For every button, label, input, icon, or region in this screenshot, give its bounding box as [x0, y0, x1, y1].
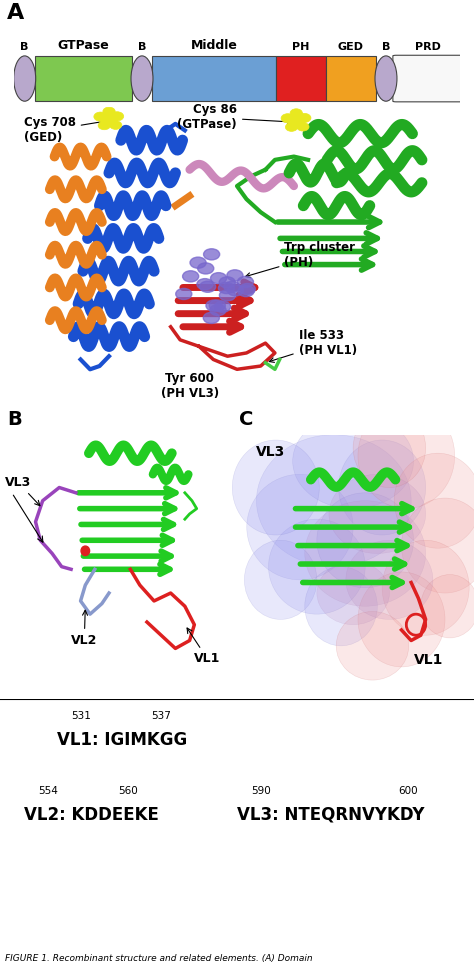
- Text: Ile 533
(PH VL1): Ile 533 (PH VL1): [269, 329, 357, 362]
- Circle shape: [288, 116, 305, 128]
- Circle shape: [94, 112, 107, 121]
- Text: PRD: PRD: [415, 42, 441, 52]
- Text: VL2: KDDEEKE: VL2: KDDEEKE: [24, 806, 159, 824]
- Circle shape: [200, 281, 216, 292]
- Circle shape: [206, 300, 222, 312]
- Ellipse shape: [245, 540, 317, 619]
- Circle shape: [176, 288, 192, 300]
- Ellipse shape: [382, 540, 469, 635]
- Ellipse shape: [358, 404, 455, 509]
- Text: B: B: [138, 42, 146, 52]
- Ellipse shape: [292, 413, 413, 509]
- Text: A: A: [7, 3, 24, 22]
- Circle shape: [209, 300, 225, 311]
- Circle shape: [81, 546, 90, 556]
- Circle shape: [227, 270, 243, 281]
- Ellipse shape: [401, 498, 474, 593]
- Circle shape: [109, 121, 122, 129]
- Circle shape: [219, 282, 235, 294]
- Text: Cys 86
(GTPase): Cys 86 (GTPase): [177, 104, 292, 131]
- Text: 560: 560: [118, 786, 138, 796]
- Circle shape: [285, 123, 298, 131]
- Text: 537: 537: [152, 711, 172, 721]
- Circle shape: [203, 249, 219, 260]
- Circle shape: [297, 122, 309, 131]
- Ellipse shape: [329, 475, 426, 553]
- Text: VL2: VL2: [71, 611, 98, 647]
- Circle shape: [219, 290, 236, 301]
- Circle shape: [197, 278, 213, 290]
- Ellipse shape: [358, 572, 445, 667]
- Ellipse shape: [317, 492, 413, 588]
- Circle shape: [219, 276, 235, 288]
- Text: Trp cluster
(PH): Trp cluster (PH): [246, 240, 356, 277]
- Circle shape: [281, 113, 294, 123]
- Ellipse shape: [14, 56, 36, 102]
- Ellipse shape: [305, 567, 377, 646]
- Ellipse shape: [394, 453, 474, 548]
- Text: Tyr 600
(PH VL3): Tyr 600 (PH VL3): [161, 371, 219, 400]
- Circle shape: [238, 285, 254, 297]
- Ellipse shape: [317, 562, 390, 624]
- Bar: [153, 56, 276, 102]
- FancyBboxPatch shape: [393, 56, 464, 102]
- Text: B: B: [20, 42, 29, 52]
- Text: VL3: VL3: [5, 476, 40, 506]
- Bar: [326, 56, 375, 102]
- Text: B: B: [382, 42, 390, 52]
- Text: GTPase: GTPase: [57, 39, 109, 52]
- Ellipse shape: [336, 612, 409, 680]
- Ellipse shape: [268, 519, 365, 615]
- Text: 554: 554: [38, 786, 58, 796]
- Ellipse shape: [346, 540, 433, 619]
- Circle shape: [228, 284, 244, 296]
- Bar: [276, 56, 326, 102]
- Text: Middle: Middle: [191, 39, 238, 52]
- Text: GED: GED: [338, 42, 364, 52]
- Text: VL1: VL1: [413, 654, 443, 667]
- Circle shape: [198, 263, 214, 274]
- Ellipse shape: [131, 56, 153, 102]
- Text: 590: 590: [251, 786, 271, 796]
- Circle shape: [98, 121, 110, 130]
- Circle shape: [110, 111, 124, 121]
- Circle shape: [224, 281, 240, 292]
- Bar: [35, 56, 131, 102]
- Text: C: C: [239, 410, 254, 429]
- Text: VL3: NTEQRNVYKDY: VL3: NTEQRNVYKDY: [237, 806, 425, 824]
- Text: FIGURE 1. Recombinant structure and related elements. (A) Domain: FIGURE 1. Recombinant structure and rela…: [5, 955, 312, 963]
- Circle shape: [103, 107, 115, 115]
- Circle shape: [290, 108, 302, 117]
- Ellipse shape: [247, 475, 353, 580]
- Circle shape: [210, 273, 227, 283]
- Circle shape: [100, 114, 118, 126]
- Ellipse shape: [305, 501, 426, 606]
- Text: B: B: [7, 410, 22, 429]
- Circle shape: [182, 271, 199, 282]
- Circle shape: [215, 301, 231, 313]
- Circle shape: [203, 313, 219, 323]
- Text: 531: 531: [71, 711, 91, 721]
- Ellipse shape: [256, 435, 411, 567]
- Text: VL1: VL1: [187, 628, 221, 665]
- Circle shape: [237, 276, 254, 287]
- Ellipse shape: [338, 440, 426, 535]
- Ellipse shape: [375, 56, 397, 102]
- Text: 600: 600: [398, 786, 418, 796]
- Text: VL1: IGIMKGG: VL1: IGIMKGG: [57, 731, 187, 748]
- Text: Cys 708
(GED): Cys 708 (GED): [24, 116, 105, 145]
- Ellipse shape: [353, 408, 426, 488]
- Circle shape: [190, 257, 206, 269]
- Circle shape: [298, 113, 311, 122]
- Text: PH: PH: [292, 42, 310, 52]
- Ellipse shape: [232, 440, 319, 535]
- Ellipse shape: [421, 574, 474, 638]
- Text: VL3: VL3: [256, 445, 286, 459]
- Circle shape: [239, 283, 255, 295]
- Circle shape: [210, 305, 226, 316]
